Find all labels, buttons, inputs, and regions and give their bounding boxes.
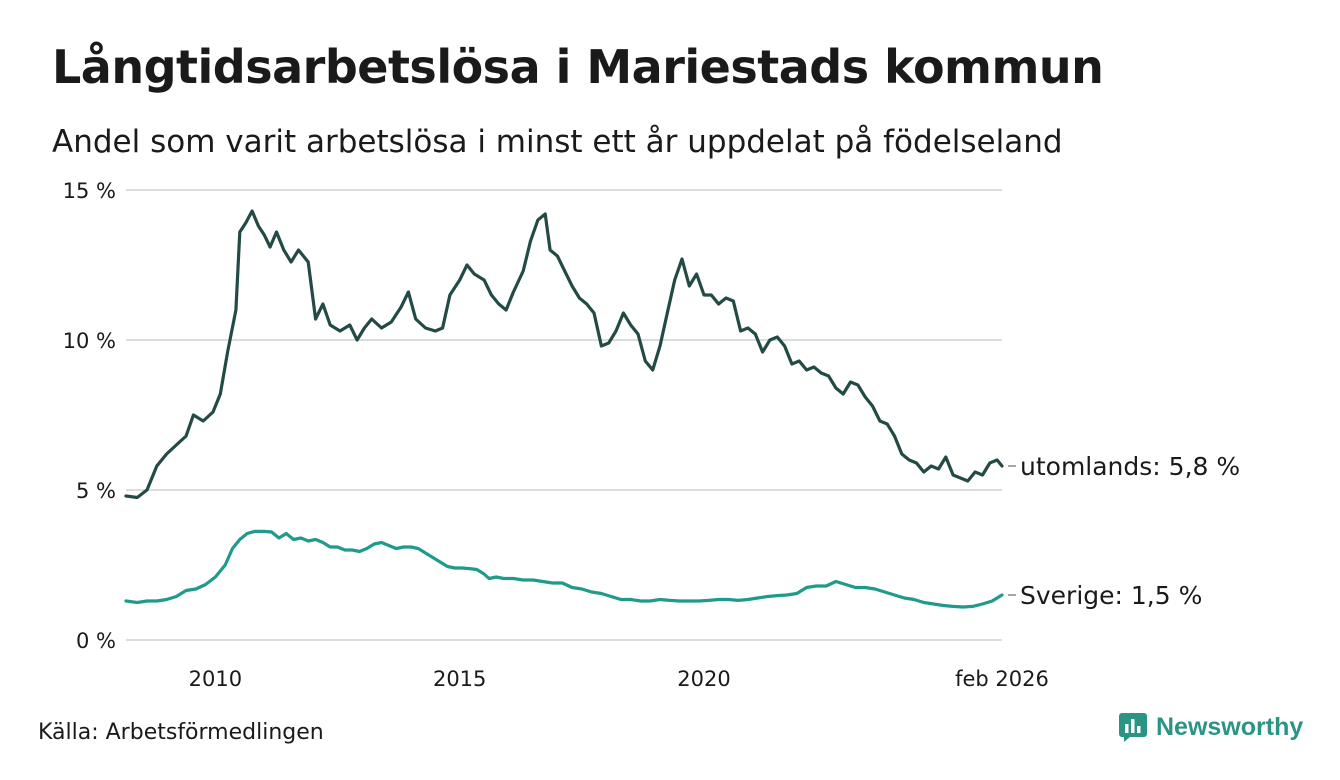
source-note: Källa: Arbetsförmedlingen [38, 720, 324, 745]
x-tick-label: 2020 [677, 667, 730, 691]
brand-name: Newsworthy [1156, 712, 1304, 741]
series-end-label-utomlands: utomlands: 5,8 % [1020, 452, 1240, 481]
newsworthy-logo-icon [1119, 713, 1147, 742]
y-tick-label: 0 % [76, 629, 116, 653]
series-line-Sverige [124, 529, 1004, 609]
y-tick-label: 5 % [76, 479, 116, 503]
brand[interactable]: Newsworthy [1118, 712, 1303, 742]
y-tick-label: 10 % [63, 329, 116, 353]
x-tick-label: 2015 [433, 667, 486, 691]
line-chart: 0 % 5 % 10 % 15 % 2010 2015 2020 feb 2026 utomla… [63, 179, 1241, 691]
x-tick-label: 2010 [189, 667, 242, 691]
chart-subtitle: Andel som varit arbetslösa i minst ett å… [52, 124, 1063, 160]
chart-title: Långtidsarbetslösa i Mariestads kommun [52, 40, 1104, 94]
y-tick-label: 15 % [63, 179, 116, 203]
series-line-utomlands [124, 209, 1004, 500]
series-end-label-Sverige: Sverige: 1,5 % [1020, 581, 1202, 610]
x-tick-label: feb 2026 [955, 667, 1049, 691]
